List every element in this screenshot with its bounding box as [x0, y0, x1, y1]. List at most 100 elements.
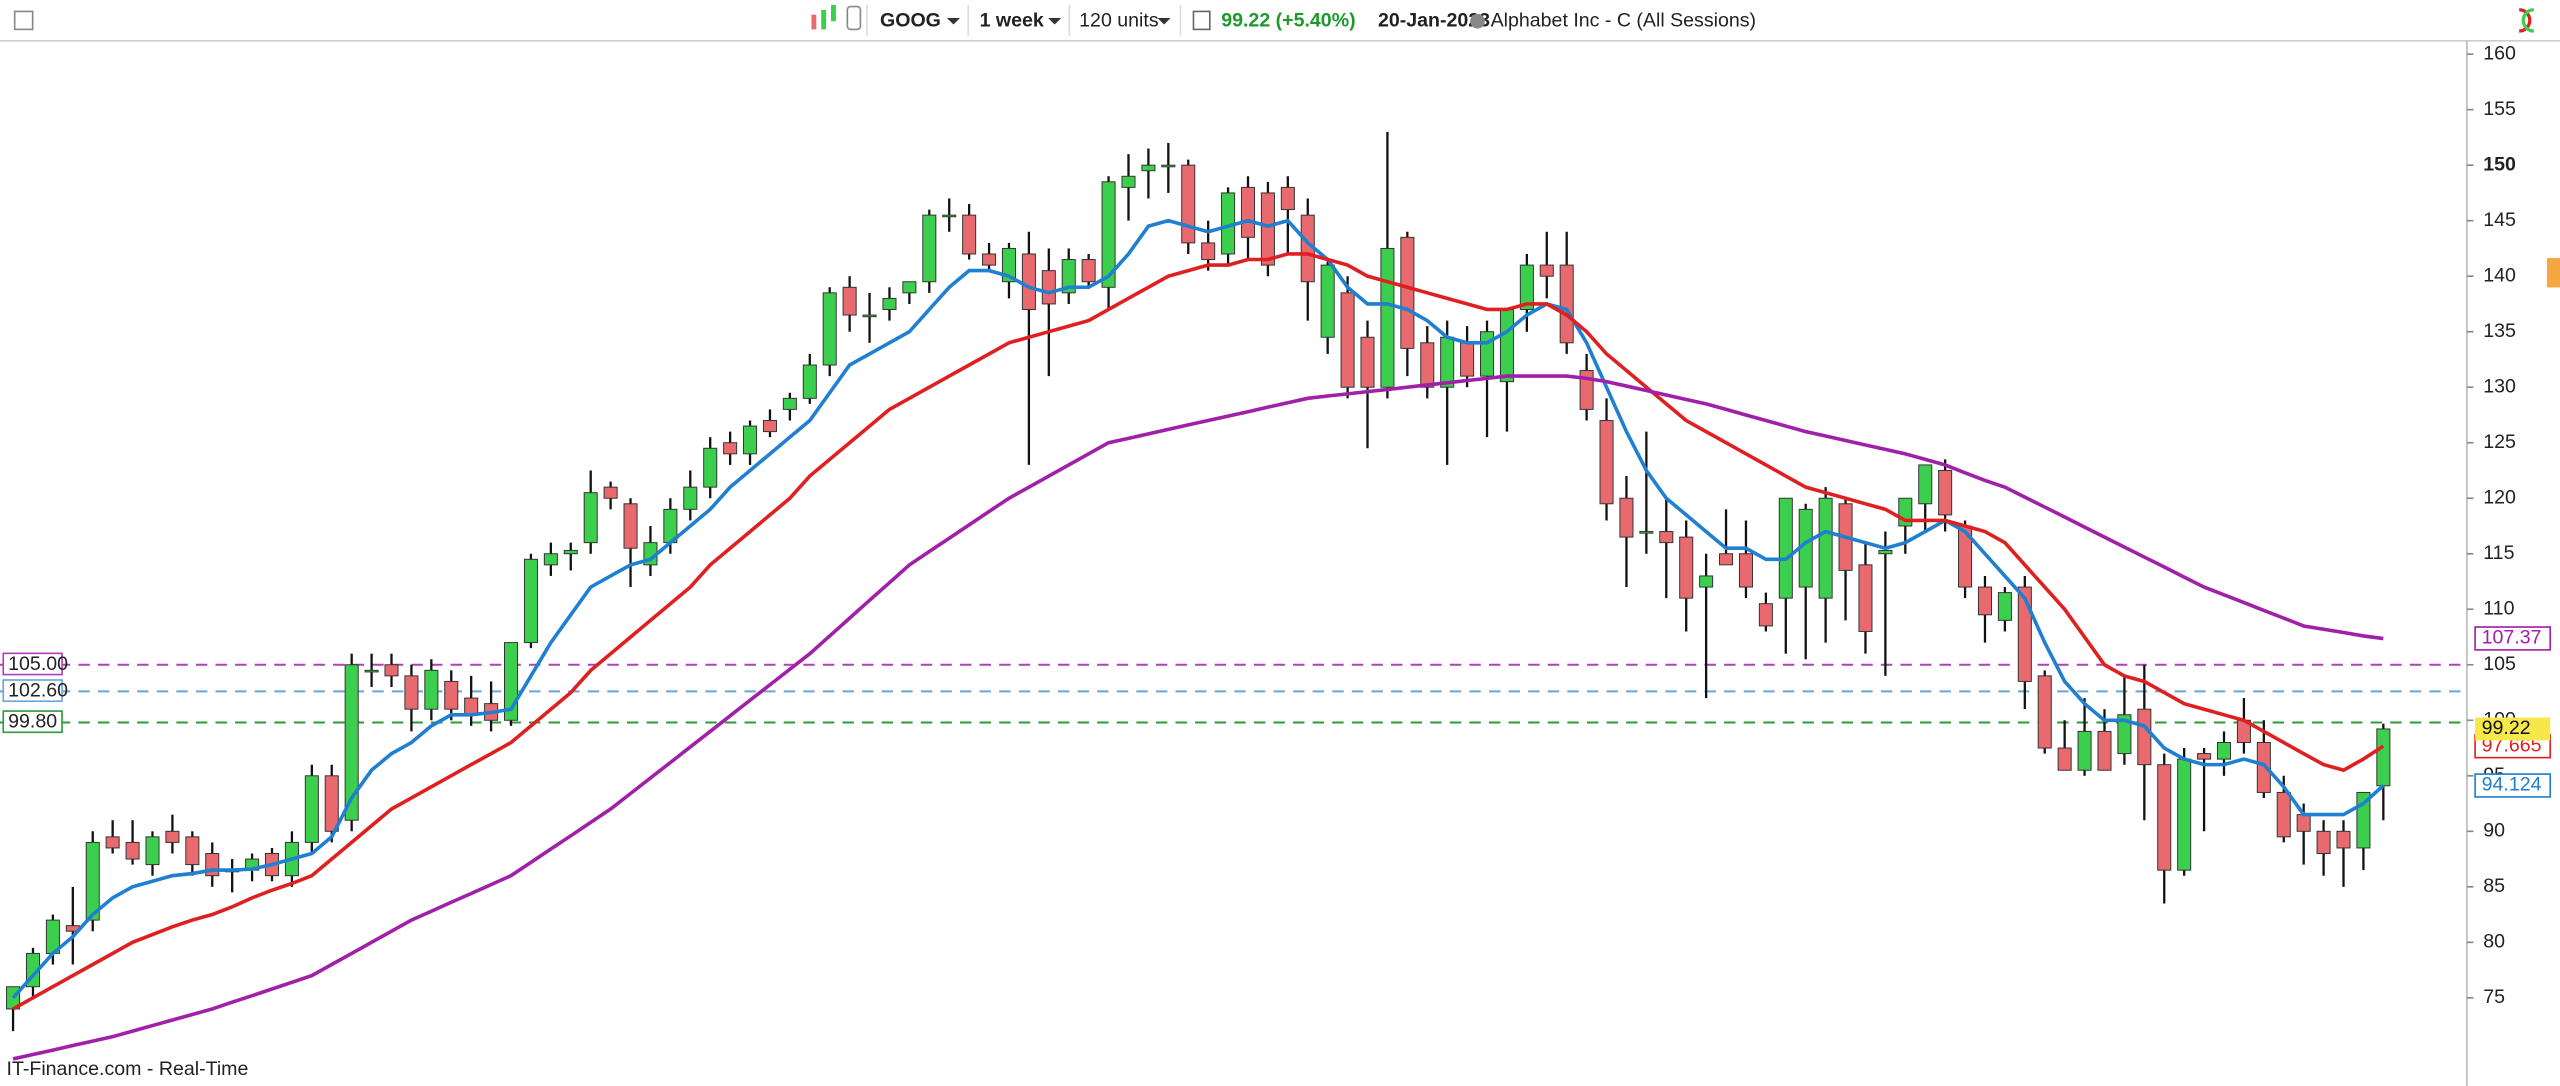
level-label-box	[2, 679, 63, 703]
candle-body	[1599, 420, 1614, 505]
candle-body	[703, 447, 718, 488]
candle-body	[85, 841, 100, 921]
candle-body	[1420, 342, 1435, 388]
y-tick-label: 130	[2483, 375, 2516, 397]
y-tick-label: 120	[2483, 486, 2516, 508]
candle-body	[1061, 259, 1076, 294]
y-tick-label: 160	[2483, 42, 2516, 64]
y-tick-label: 80	[2483, 930, 2505, 952]
candle-body	[762, 420, 777, 433]
toolbar: GOOG 1 week 120 units 99.22 (+5.40%) 20-…	[0, 0, 2560, 42]
toolbar-bg	[0, 0, 2560, 41]
candle-body	[842, 286, 857, 316]
candle-body	[1719, 553, 1734, 566]
moving-average	[11, 218, 2385, 1000]
y-tick-label: 155	[2483, 98, 2516, 120]
candle-body	[1161, 164, 1176, 168]
candle-body	[1121, 175, 1136, 188]
candle-body	[723, 442, 738, 455]
info-icon[interactable]	[1192, 10, 1211, 31]
session-dot	[1470, 13, 1485, 29]
candle-body	[1320, 264, 1335, 338]
y-tick-label: 135	[2483, 320, 2516, 342]
candle-body	[2296, 814, 2311, 832]
last-value-label: 99.22	[2482, 717, 2531, 739]
chart-type-icon[interactable]	[811, 4, 862, 31]
candle-body	[1758, 603, 1773, 627]
candle-body	[563, 549, 578, 555]
candle-body	[1818, 497, 1833, 599]
candle-body	[444, 680, 459, 710]
candle-body	[1679, 536, 1694, 599]
candle-body	[2336, 830, 2351, 849]
candle-body	[683, 486, 698, 510]
candle-body	[364, 669, 379, 673]
last-value-box	[2475, 717, 2551, 741]
y-tick-label: 125	[2483, 431, 2516, 453]
plot-area: 7580859095100105110115120125130135140145…	[0, 42, 2552, 1061]
candle-body	[1340, 292, 1355, 388]
candle-body	[1639, 531, 1654, 534]
candle-body	[105, 836, 120, 849]
candle-body	[384, 664, 399, 677]
candle-body	[2117, 714, 2132, 755]
level-label: 105.00	[8, 653, 68, 675]
candle-body	[2057, 747, 2072, 771]
candle-body	[942, 214, 957, 218]
candle-body	[1021, 253, 1036, 310]
y-tick-label: 145	[2483, 209, 2516, 231]
y-tick-label: 140	[2483, 264, 2516, 286]
candle-body	[962, 214, 977, 255]
interval[interactable]: 1 week	[980, 9, 1044, 31]
candle-body	[1240, 186, 1256, 238]
candle-body	[1400, 236, 1415, 349]
candle-body	[2037, 675, 2052, 749]
last-value-box	[2474, 626, 2552, 651]
candle-body	[2216, 741, 2232, 760]
dropdown[interactable]	[1157, 17, 1171, 25]
y-tick-label: 85	[2483, 875, 2505, 897]
scroll-marker[interactable]	[2546, 258, 2560, 288]
candle-body	[1559, 264, 1574, 344]
candle-body	[2077, 730, 2092, 771]
candle-body	[2276, 791, 2291, 838]
candle-body	[822, 292, 837, 366]
candle-body	[543, 553, 558, 566]
dropdown[interactable]	[946, 17, 960, 25]
candle-body	[1260, 192, 1275, 266]
candle-body	[2376, 728, 2391, 787]
refresh-icon[interactable]	[2519, 8, 2532, 33]
instrument-name: Alphabet Inc - C (All Sessions)	[1491, 9, 1756, 31]
candle-body	[1918, 464, 1933, 505]
dropdown[interactable]	[1048, 17, 1062, 25]
candle-body	[1619, 497, 1634, 538]
candle-body	[165, 830, 180, 843]
candle-body	[1101, 181, 1116, 288]
source: IT-Finance.com - Real-Time	[7, 1058, 249, 1080]
candle-body	[1878, 549, 1893, 555]
y-tick-label: 150	[2483, 153, 2516, 175]
units[interactable]: 120 units	[1079, 9, 1159, 31]
last-value-box	[2474, 773, 2552, 798]
y-tick-label: 110	[2483, 597, 2514, 619]
checkbox[interactable]	[13, 10, 34, 31]
candle-body	[902, 281, 917, 294]
candle-body	[1141, 164, 1156, 172]
candle-body	[2017, 586, 2032, 682]
candle-body	[2256, 741, 2271, 793]
candle-body	[623, 503, 638, 549]
candle-body	[2316, 830, 2331, 854]
candle-body	[2137, 708, 2152, 766]
candle-body	[464, 697, 479, 716]
candle-body	[404, 675, 419, 710]
refresh-icon[interactable]	[2521, 8, 2535, 33]
candle-body	[2197, 753, 2212, 760]
candle-body	[145, 836, 160, 866]
symbol[interactable]: GOOG	[880, 9, 941, 31]
candle-body	[1460, 342, 1475, 377]
candle-body	[802, 364, 817, 399]
candle-body	[1738, 553, 1753, 588]
candle-body	[1440, 336, 1455, 388]
candle-body	[922, 214, 937, 283]
candle-body	[862, 314, 877, 318]
